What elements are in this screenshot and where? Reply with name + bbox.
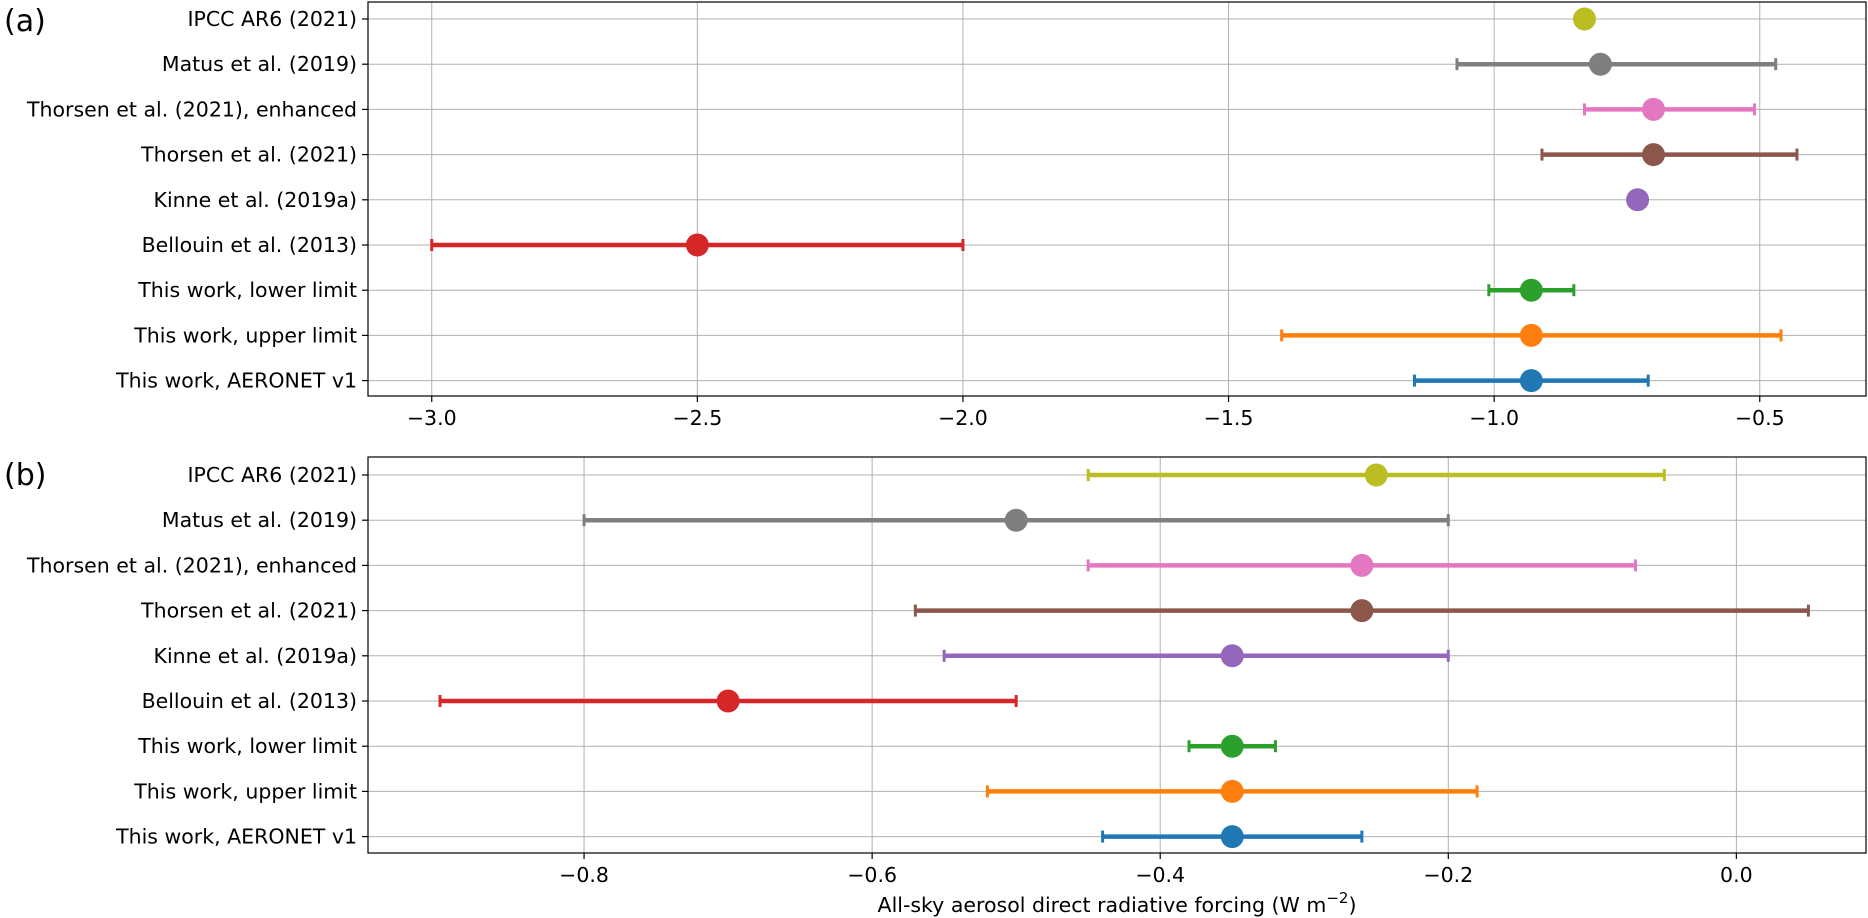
series-point-7 xyxy=(985,779,1479,803)
x-tick-label: −0.6 xyxy=(847,863,897,887)
series-point-4 xyxy=(1626,188,1650,212)
series-point-3 xyxy=(913,599,1810,623)
data-point-marker xyxy=(1572,7,1596,31)
category-label: Matus et al. (2019) xyxy=(162,52,357,76)
category-label: This work, upper limit xyxy=(133,323,357,347)
category-label: Matus et al. (2019) xyxy=(162,508,357,532)
category-label: This work, lower limit xyxy=(137,278,357,302)
plot-frame xyxy=(367,456,1867,854)
category-label: Bellouin et al. (2013) xyxy=(142,233,357,257)
x-tick-label: 0.0 xyxy=(1720,863,1753,887)
x-tick-label: −2.0 xyxy=(938,406,988,430)
data-point-marker xyxy=(716,689,740,713)
panel-label: (b) xyxy=(4,458,46,493)
x-tick-label: −0.4 xyxy=(1135,863,1185,887)
x-axis-label-sup: −2 xyxy=(1326,889,1348,907)
series-point-8 xyxy=(1101,825,1364,849)
category-label: This work, AERONET v1 xyxy=(115,369,357,393)
category-label: This work, AERONET v1 xyxy=(115,825,357,849)
category-label: This work, upper limit xyxy=(133,779,357,803)
category-label: Thorsen et al. (2021), enhanced xyxy=(26,97,357,121)
x-axis-label: All-sky aerosol direct radiative forcing… xyxy=(878,889,1357,917)
data-point-marker xyxy=(1519,278,1543,302)
data-point-marker xyxy=(1350,599,1374,623)
series-point-6 xyxy=(1487,278,1576,302)
panel-label: (a) xyxy=(4,4,46,39)
panel-b: IPCC AR6 (2021) Matus et al. (2019) Thorse… xyxy=(4,456,1867,917)
data-point-marker xyxy=(1364,463,1388,487)
panel-a: IPCC AR6 (2021) Matus et al. (2019) Thorse… xyxy=(4,1,1867,430)
data-point-marker xyxy=(1588,52,1612,76)
x-tick-label: −1.0 xyxy=(1469,406,1519,430)
x-tick-label: −0.8 xyxy=(559,863,609,887)
x-tick-label: −1.5 xyxy=(1204,406,1254,430)
plot-frame xyxy=(367,1,1867,397)
x-tick-label: −2.5 xyxy=(672,406,722,430)
series-point-1 xyxy=(1455,52,1778,76)
x-tick-label: −3.0 xyxy=(407,406,457,430)
series-point-4 xyxy=(942,644,1450,668)
series-point-2 xyxy=(1086,553,1638,577)
category-label: Thorsen et al. (2021) xyxy=(140,599,357,623)
data-point-marker xyxy=(1642,143,1666,167)
category-label: Bellouin et al. (2013) xyxy=(142,689,357,713)
series-point-7 xyxy=(1280,323,1783,347)
x-tick-label: −0.2 xyxy=(1423,863,1473,887)
data-point-marker xyxy=(1350,553,1374,577)
category-label: Thorsen et al. (2021) xyxy=(140,143,357,167)
data-point-marker xyxy=(685,233,709,257)
series-point-6 xyxy=(1187,734,1277,758)
data-point-marker xyxy=(1220,779,1244,803)
data-point-marker xyxy=(1220,825,1244,849)
data-point-marker xyxy=(1519,323,1543,347)
series-point-1 xyxy=(582,508,1450,532)
data-point-marker xyxy=(1220,734,1244,758)
data-point-marker xyxy=(1220,644,1244,668)
series-point-0 xyxy=(1086,463,1666,487)
category-label: Kinne et al. (2019a) xyxy=(154,188,357,212)
data-point-marker xyxy=(1519,369,1543,393)
x-axis-label-end: ) xyxy=(1348,893,1356,917)
data-point-marker xyxy=(1642,97,1666,121)
data-point-marker xyxy=(1626,188,1650,212)
series-point-3 xyxy=(1540,143,1799,167)
category-label: IPCC AR6 (2021) xyxy=(187,7,357,31)
data-point-marker xyxy=(1004,508,1028,532)
series-point-5 xyxy=(430,233,965,257)
x-tick-label: −0.5 xyxy=(1735,406,1785,430)
category-label: Thorsen et al. (2021), enhanced xyxy=(26,553,357,577)
series-point-0 xyxy=(1572,7,1596,31)
series-point-5 xyxy=(438,689,1018,713)
category-label: IPCC AR6 (2021) xyxy=(187,463,357,487)
series-point-2 xyxy=(1582,97,1756,121)
x-axis-label-main: All-sky aerosol direct radiative forcing… xyxy=(878,893,1327,917)
category-label: Kinne et al. (2019a) xyxy=(154,644,357,668)
series-point-8 xyxy=(1412,369,1650,393)
category-label: This work, lower limit xyxy=(137,734,357,758)
